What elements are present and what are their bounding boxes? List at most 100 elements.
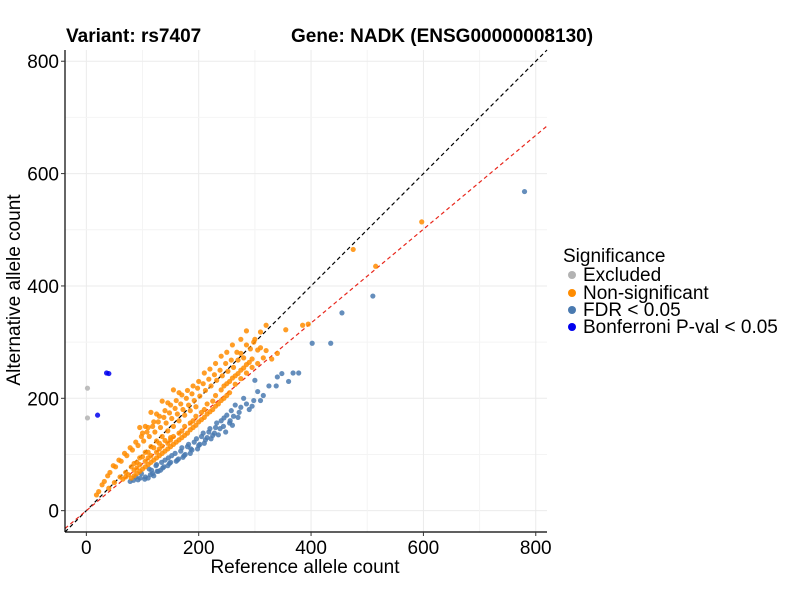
point-non-significant bbox=[204, 401, 210, 407]
point-fdr-0-05 bbox=[285, 378, 292, 385]
point-non-significant bbox=[419, 219, 425, 225]
legend-swatch-bonferroni bbox=[568, 323, 576, 331]
point-non-significant bbox=[93, 492, 100, 498]
point-non-significant bbox=[201, 370, 207, 376]
point-non-significant bbox=[189, 391, 195, 397]
point-fdr-0-05 bbox=[137, 475, 143, 481]
point-non-significant bbox=[151, 419, 157, 425]
point-non-significant bbox=[243, 342, 250, 348]
y-axis-title: Alternative allele count bbox=[4, 194, 25, 386]
x-tick-label: 600 bbox=[408, 538, 440, 559]
point-non-significant bbox=[173, 397, 179, 404]
point-fdr-0-05 bbox=[521, 188, 528, 195]
point-non-significant bbox=[178, 401, 184, 407]
point-non-significant bbox=[230, 364, 237, 371]
point-non-significant bbox=[159, 433, 165, 440]
point-non-significant bbox=[187, 408, 193, 414]
point-fdr-0-05 bbox=[274, 374, 280, 380]
point-excluded bbox=[84, 385, 91, 391]
point-non-significant bbox=[182, 412, 188, 418]
point-non-significant bbox=[223, 360, 229, 367]
point-non-significant bbox=[214, 377, 220, 383]
point-non-significant bbox=[142, 449, 148, 455]
point-non-significant bbox=[305, 321, 311, 327]
point-non-significant bbox=[182, 423, 188, 429]
point-non-significant bbox=[228, 357, 234, 363]
point-fdr-0-05 bbox=[251, 397, 257, 404]
point-non-significant bbox=[116, 457, 122, 463]
point-non-significant bbox=[110, 463, 116, 469]
point-non-significant bbox=[211, 372, 218, 378]
point-non-significant bbox=[148, 409, 154, 415]
point-fdr-0-05 bbox=[370, 293, 376, 299]
point-non-significant bbox=[137, 424, 143, 431]
point-non-significant bbox=[208, 383, 214, 389]
point-fdr-0-05 bbox=[181, 452, 187, 459]
y-tick-label: 400 bbox=[27, 277, 59, 298]
point-non-significant bbox=[141, 438, 147, 444]
point-non-significant bbox=[234, 349, 240, 355]
point-non-significant bbox=[217, 367, 223, 373]
point-fdr-0-05 bbox=[279, 370, 285, 377]
point-fdr-0-05 bbox=[243, 401, 250, 407]
y-tick-label: 0 bbox=[48, 502, 59, 523]
point-fdr-0-05 bbox=[193, 436, 200, 442]
point-bonferroni-p-val-0-05 bbox=[94, 412, 101, 418]
point-fdr-0-05 bbox=[161, 464, 167, 470]
point-fdr-0-05 bbox=[226, 420, 233, 426]
point-non-significant bbox=[229, 342, 236, 348]
point-fdr-0-05 bbox=[172, 450, 178, 456]
point-fdr-0-05 bbox=[290, 370, 296, 376]
point-non-significant bbox=[243, 370, 250, 376]
point-fdr-0-05 bbox=[174, 457, 180, 463]
point-non-significant bbox=[106, 485, 112, 491]
point-non-significant bbox=[191, 397, 197, 404]
point-fdr-0-05 bbox=[207, 426, 213, 432]
point-fdr-0-05 bbox=[255, 388, 261, 395]
x-tick-label: 0 bbox=[81, 538, 92, 559]
y-tick-label: 600 bbox=[27, 165, 59, 186]
point-non-significant bbox=[99, 482, 105, 488]
point-fdr-0-05 bbox=[260, 392, 266, 399]
point-non-significant bbox=[190, 383, 196, 389]
point-fdr-0-05 bbox=[212, 424, 219, 431]
reference-lines bbox=[64, 49, 548, 533]
point-bonferroni-p-val-0-05 bbox=[106, 370, 112, 377]
point-non-significant bbox=[263, 322, 269, 328]
point-non-significant bbox=[166, 410, 173, 416]
point-non-significant bbox=[142, 423, 148, 429]
point-fdr-0-05 bbox=[210, 432, 216, 438]
point-fdr-0-05 bbox=[185, 441, 192, 447]
y-tick-label: 800 bbox=[27, 52, 59, 73]
point-non-significant bbox=[184, 387, 191, 394]
point-non-significant bbox=[260, 355, 266, 361]
point-non-significant bbox=[183, 395, 189, 401]
point-non-significant bbox=[283, 327, 289, 333]
legend-label-excluded: Excluded bbox=[583, 265, 661, 286]
point-non-significant bbox=[206, 376, 212, 382]
point-fdr-0-05 bbox=[328, 340, 334, 346]
point-non-significant bbox=[373, 263, 379, 269]
point-fdr-0-05 bbox=[223, 429, 229, 435]
point-fdr-0-05 bbox=[147, 472, 153, 478]
point-fdr-0-05 bbox=[179, 445, 185, 451]
point-non-significant bbox=[218, 387, 224, 393]
point-non-significant bbox=[163, 420, 169, 426]
x-tick-label: 200 bbox=[183, 538, 215, 559]
point-fdr-0-05 bbox=[257, 397, 264, 404]
point-non-significant bbox=[225, 368, 231, 374]
point-non-significant bbox=[150, 423, 156, 429]
point-non-significant bbox=[170, 387, 177, 393]
point-fdr-0-05 bbox=[148, 467, 155, 473]
point-non-significant bbox=[137, 455, 143, 461]
point-non-significant bbox=[243, 328, 250, 334]
point-excluded bbox=[84, 415, 91, 421]
point-non-significant bbox=[168, 435, 174, 441]
point-fdr-0-05 bbox=[252, 377, 258, 383]
point-non-significant bbox=[131, 460, 137, 467]
point-non-significant bbox=[232, 381, 238, 387]
legend-label-non-significant: Non-significant bbox=[583, 283, 709, 304]
point-non-significant bbox=[300, 322, 306, 328]
point-non-significant bbox=[241, 355, 247, 361]
